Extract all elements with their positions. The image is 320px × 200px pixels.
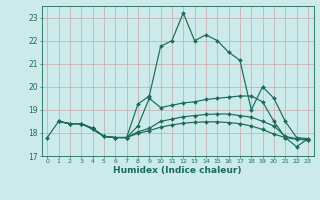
X-axis label: Humidex (Indice chaleur): Humidex (Indice chaleur) bbox=[113, 166, 242, 175]
